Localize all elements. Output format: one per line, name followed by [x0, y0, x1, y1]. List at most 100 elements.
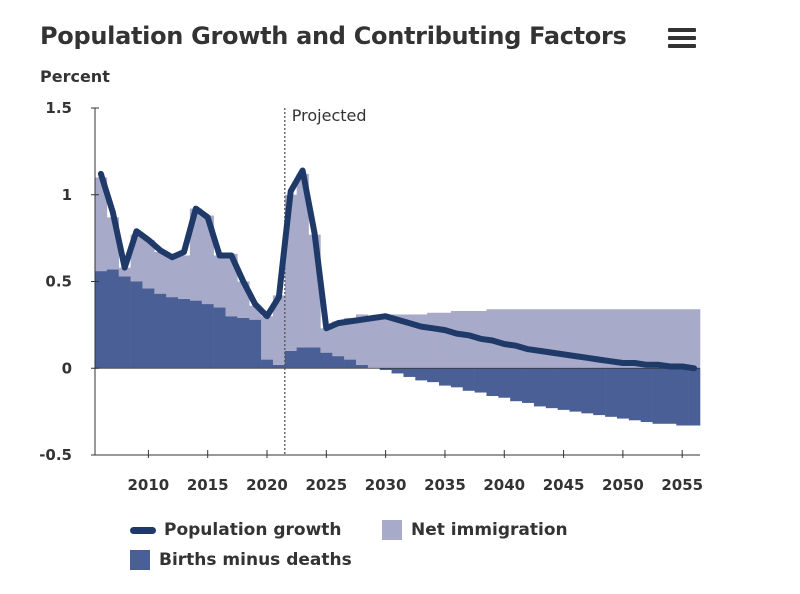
- bar-births-minus-deaths: [261, 359, 274, 369]
- bar-births-minus-deaths: [379, 368, 392, 370]
- legend-label: Net immigration: [411, 520, 568, 540]
- bar-net-immigration: [379, 314, 392, 369]
- bar-net-immigration: [332, 321, 345, 357]
- x-tick-label: 2030: [365, 476, 407, 494]
- x-tick-label: 2020: [246, 476, 288, 494]
- menu-bar: [668, 36, 696, 40]
- bar-net-immigration: [189, 208, 203, 301]
- bar-net-immigration: [664, 309, 677, 369]
- x-tick-label: 2010: [128, 476, 170, 494]
- bar-births-minus-deaths: [593, 368, 606, 416]
- bar-births-minus-deaths: [272, 364, 286, 369]
- bar-net-immigration: [593, 309, 606, 369]
- bar-births-minus-deaths: [486, 368, 499, 397]
- bar-net-immigration: [545, 309, 558, 369]
- bar-net-immigration: [344, 317, 357, 360]
- bar-births-minus-deaths: [213, 307, 226, 369]
- bar-net-immigration: [213, 255, 226, 308]
- bars-layer: [95, 173, 701, 426]
- bar-births-minus-deaths: [498, 368, 511, 398]
- legend-item-net-immigration[interactable]: Net immigration: [382, 520, 568, 540]
- bar-births-minus-deaths: [332, 356, 345, 369]
- menu-bar: [668, 28, 696, 32]
- axes-layer: -0.5 0 0.5 1 1.5 2010 2015 2020 2025 2030 2035 2040…: [39, 99, 703, 494]
- bar-net-immigration: [581, 309, 594, 369]
- bar-net-immigration: [261, 316, 274, 360]
- bar-net-immigration: [118, 267, 131, 277]
- bar-births-minus-deaths: [320, 352, 333, 369]
- y-tick-label: -0.5: [39, 446, 72, 464]
- bar-births-minus-deaths: [628, 368, 641, 421]
- bar-net-immigration: [439, 312, 452, 369]
- x-tick-label: 2055: [661, 476, 703, 494]
- bar-net-immigration: [462, 310, 475, 369]
- bar-births-minus-deaths: [391, 368, 404, 374]
- bar-births-minus-deaths: [616, 368, 630, 419]
- bar-births-minus-deaths: [201, 304, 214, 369]
- bar-net-immigration: [498, 309, 511, 369]
- bar-births-minus-deaths: [225, 316, 238, 369]
- x-tick-label: 2045: [543, 476, 585, 494]
- bar-net-immigration: [616, 309, 630, 369]
- bar-births-minus-deaths: [533, 368, 547, 407]
- legend-item-births-minus-deaths[interactable]: Births minus deaths: [130, 550, 352, 570]
- bar-births-minus-deaths: [474, 368, 487, 393]
- bar-births-minus-deaths: [308, 347, 321, 369]
- bar-births-minus-deaths: [664, 368, 677, 424]
- legend: Population growth Net immigration Births…: [130, 520, 650, 580]
- bar-births-minus-deaths: [581, 368, 594, 414]
- bar-net-immigration: [533, 309, 547, 369]
- bar-births-minus-deaths: [557, 368, 570, 410]
- projection-label: Projected: [292, 106, 367, 125]
- bar-births-minus-deaths: [189, 300, 203, 369]
- bar-births-minus-deaths: [652, 368, 665, 424]
- bar-births-minus-deaths: [522, 368, 535, 403]
- bar-births-minus-deaths: [640, 368, 653, 423]
- legend-swatch-box: [130, 550, 150, 570]
- bar-births-minus-deaths: [296, 347, 309, 369]
- x-tick-label: 2035: [424, 476, 466, 494]
- y-axis-unit-label: Percent: [40, 67, 110, 86]
- x-tick-label: 2015: [187, 476, 229, 494]
- bar-net-immigration: [296, 173, 309, 348]
- hamburger-menu-icon[interactable]: [668, 28, 696, 52]
- bar-net-immigration: [450, 310, 464, 369]
- bar-births-minus-deaths: [427, 368, 440, 383]
- y-tick-label: 1: [62, 186, 72, 204]
- bar-births-minus-deaths: [178, 298, 191, 369]
- bar-net-immigration: [320, 328, 333, 353]
- bar-net-immigration: [201, 215, 214, 305]
- bar-births-minus-deaths: [237, 317, 250, 369]
- bar-births-minus-deaths: [130, 281, 143, 369]
- bar-net-immigration: [95, 177, 108, 272]
- bar-births-minus-deaths: [344, 359, 357, 369]
- bar-births-minus-deaths: [284, 350, 297, 369]
- bar-births-minus-deaths: [462, 368, 475, 391]
- bar-net-immigration: [688, 309, 701, 369]
- bar-births-minus-deaths: [95, 271, 108, 369]
- bar-births-minus-deaths: [355, 364, 369, 369]
- bar-net-immigration: [355, 314, 369, 365]
- legend-item-population-growth[interactable]: Population growth: [130, 520, 342, 540]
- bar-births-minus-deaths: [403, 368, 416, 377]
- bar-net-immigration: [178, 255, 191, 299]
- legend-label: Births minus deaths: [159, 550, 352, 570]
- bar-net-immigration: [676, 309, 689, 369]
- bar-net-immigration: [427, 312, 440, 369]
- bar-net-immigration: [557, 309, 570, 369]
- x-tick-label: 2040: [483, 476, 525, 494]
- bar-births-minus-deaths: [439, 368, 452, 386]
- bar-net-immigration: [166, 257, 179, 298]
- bar-net-immigration: [367, 316, 381, 369]
- bar-net-immigration: [640, 309, 653, 369]
- bar-net-immigration: [628, 309, 641, 369]
- growth-line-layer: [97, 167, 698, 372]
- bar-net-immigration: [510, 309, 523, 369]
- bar-net-immigration: [272, 295, 286, 365]
- bar-net-immigration: [403, 314, 416, 369]
- bar-births-minus-deaths: [545, 368, 558, 409]
- menu-bar: [668, 44, 696, 48]
- bar-births-minus-deaths: [605, 368, 618, 417]
- bar-net-immigration: [652, 309, 665, 369]
- chart-plot: -0.5 0 0.5 1 1.5 2010 2015 2020 2025 2030 2035 2040…: [39, 99, 703, 494]
